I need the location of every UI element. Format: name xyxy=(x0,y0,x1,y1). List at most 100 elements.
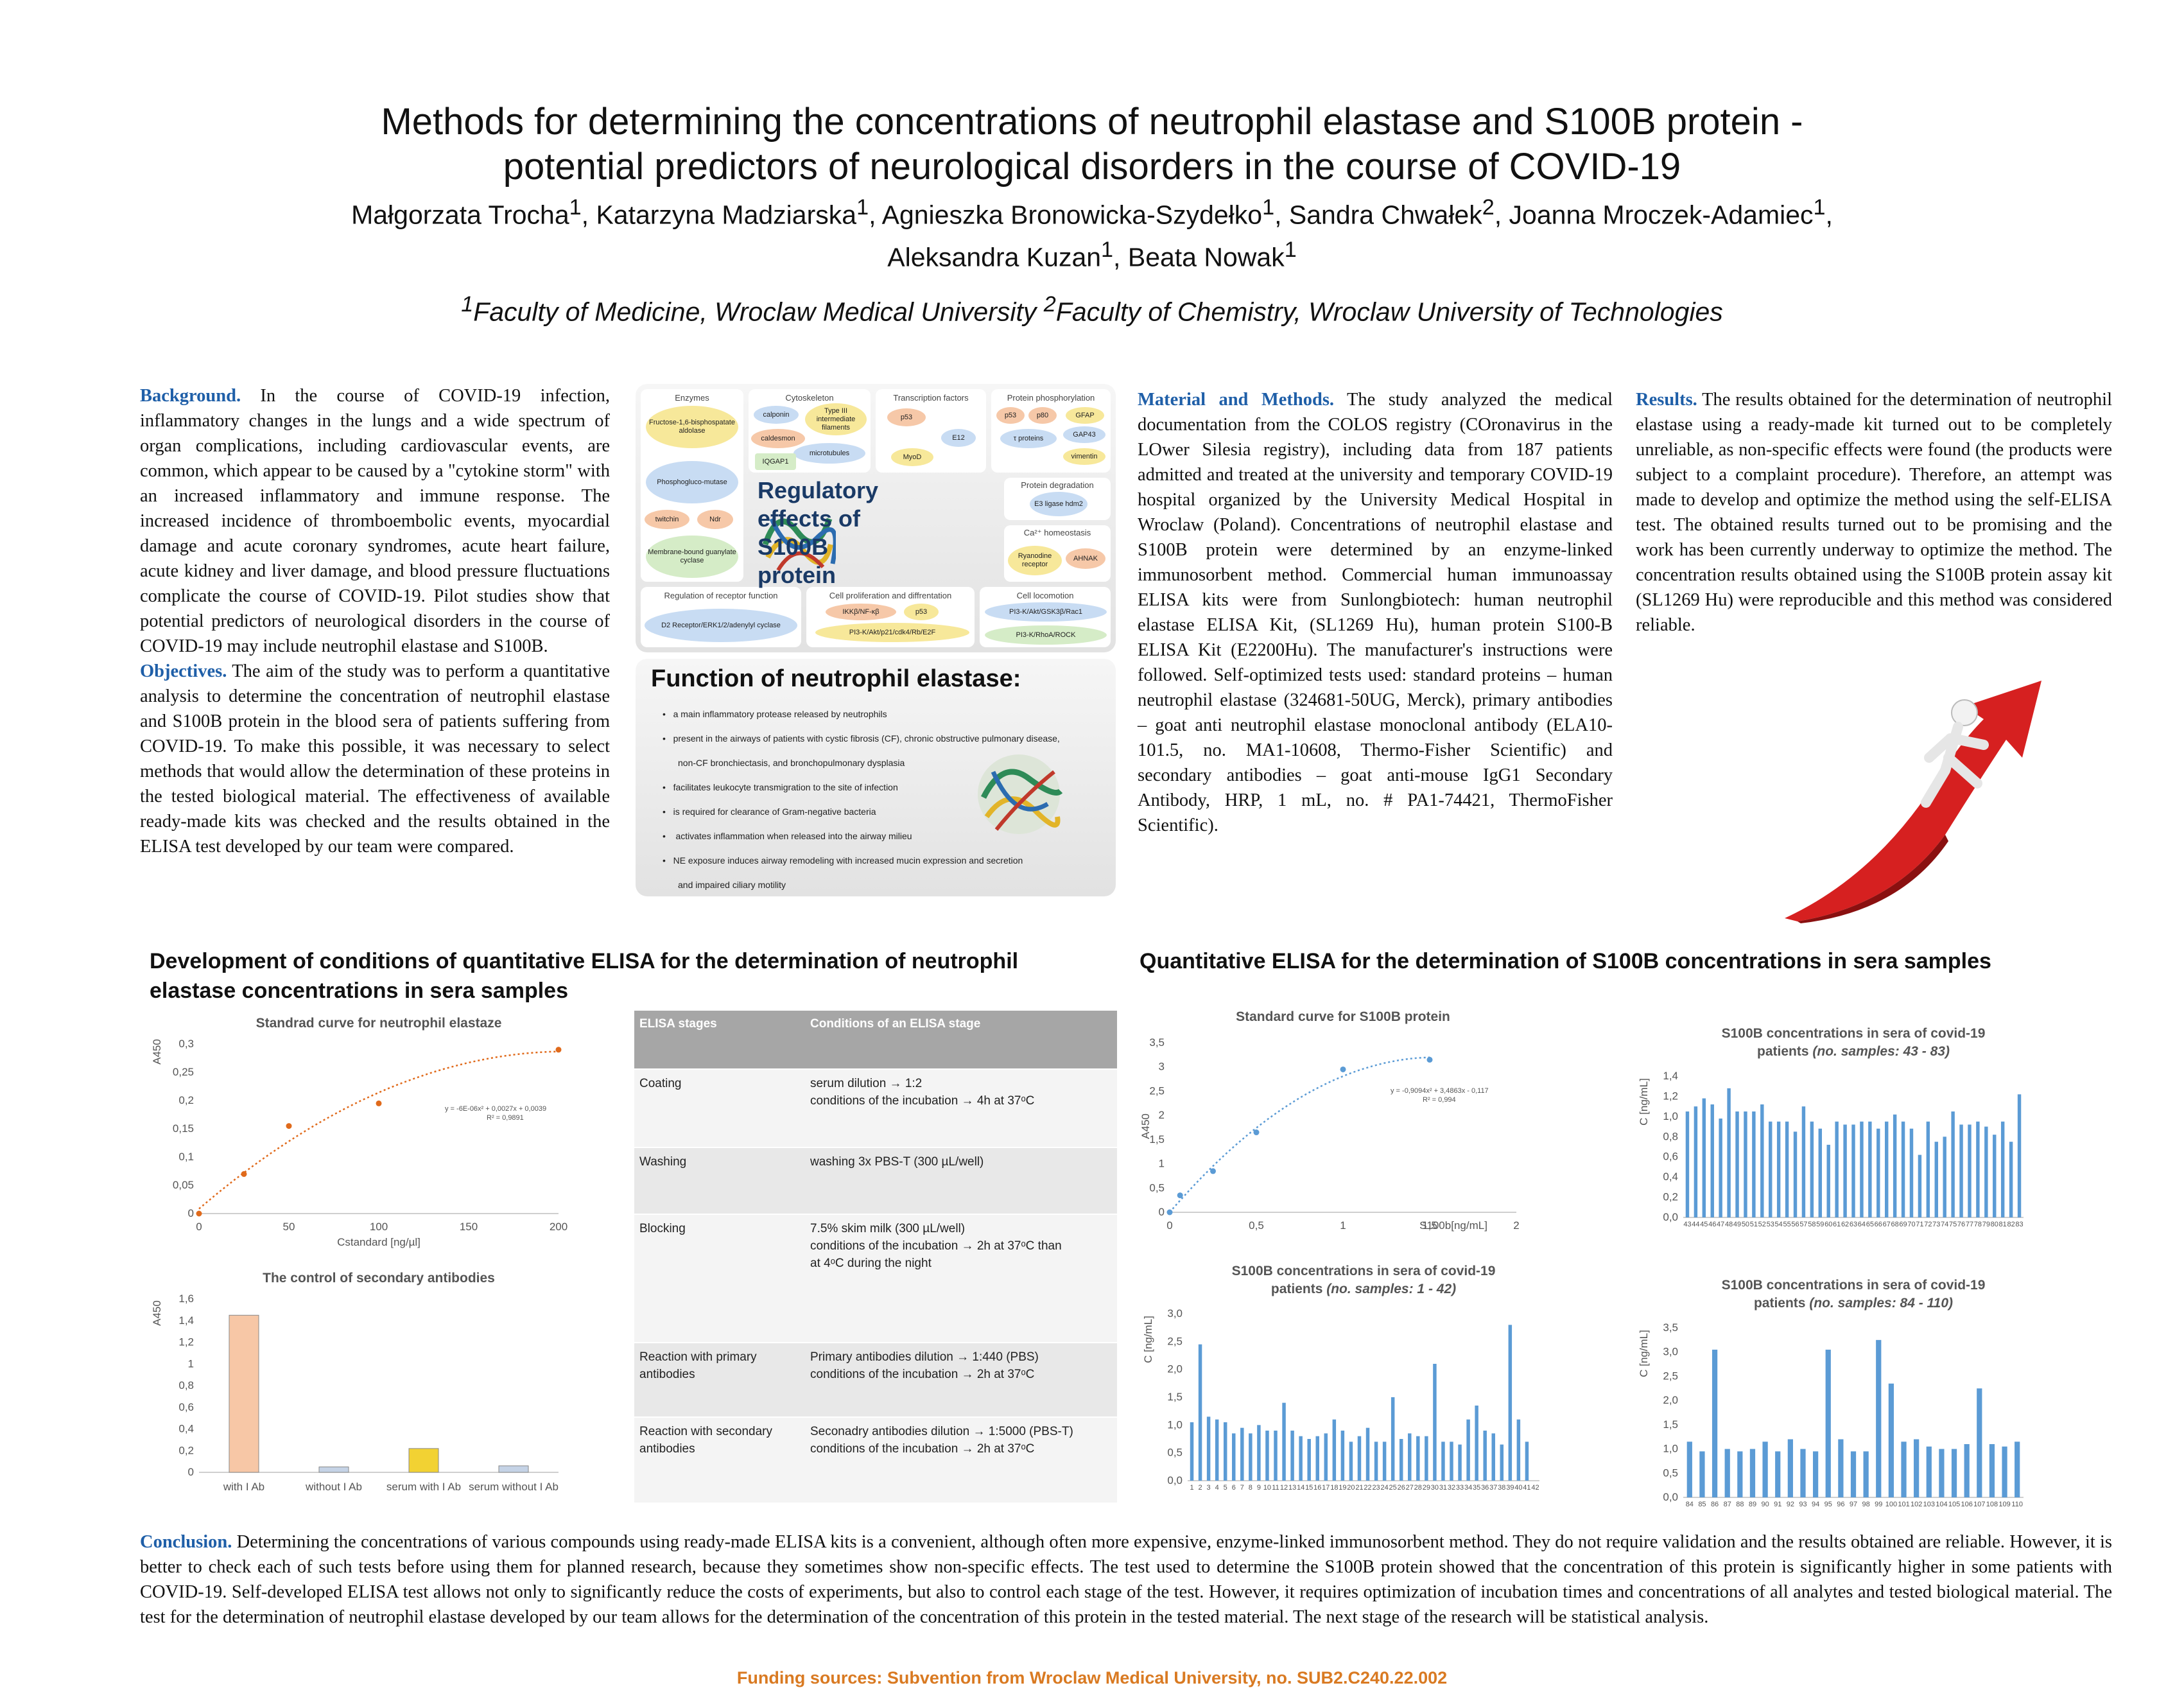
background-section: Background. In the course of COVID-19 in… xyxy=(140,383,610,859)
bar xyxy=(1901,1121,1905,1217)
bar xyxy=(1735,1111,1739,1217)
bar xyxy=(1785,1121,1789,1217)
x-tick-label: 82 xyxy=(2007,1221,2015,1228)
x-tick-label: 50 xyxy=(1742,1221,1749,1228)
bar xyxy=(1737,1451,1743,1497)
affil-sup: 2 xyxy=(1043,292,1056,317)
x-tick-label: 27 xyxy=(1406,1484,1414,1492)
pill-microtubules: microtubules xyxy=(793,443,865,464)
x-tick-label: 106 xyxy=(1961,1501,1972,1508)
pill-membrane-cyclase: Membrane-bound guanylate cyclase xyxy=(646,536,738,578)
homeostasis-label: Ca²⁺ homeostasis xyxy=(1023,528,1091,537)
degradation-label: Protein degradation xyxy=(1021,480,1094,490)
y-tick-label: 1 xyxy=(188,1357,194,1370)
bar xyxy=(1825,1349,1831,1497)
y-tick-label: 1 xyxy=(1159,1158,1165,1170)
x-tick-label: 4 xyxy=(1215,1484,1219,1492)
x-tick-label: 89 xyxy=(1749,1501,1756,1508)
bar xyxy=(1290,1431,1294,1481)
title-line-1: Methods for determining the concentratio… xyxy=(381,101,1803,143)
bar xyxy=(1943,1137,1946,1217)
bar xyxy=(2009,1142,2013,1217)
pill-ahnak: AHNAK xyxy=(1066,548,1105,569)
pill-gfap: GFAP xyxy=(1066,407,1104,424)
x-tick-label: 58 xyxy=(1808,1221,1816,1228)
methods-lead: Material and Methods. xyxy=(1138,390,1335,410)
y-tick-label: 1,5 xyxy=(1663,1418,1678,1431)
bar xyxy=(1776,1121,1781,1217)
locomotion-label: Cell locomotion xyxy=(1016,591,1074,600)
pill-caldesmon: caldesmon xyxy=(751,429,805,448)
x-tick-label: 90 xyxy=(1761,1501,1769,1508)
pill-fructose: Fructose-1,6-bisphospatate aldolase xyxy=(646,406,738,448)
bar xyxy=(1977,1388,1982,1497)
x-tick-label: 97 xyxy=(1850,1501,1857,1508)
y-tick-label: 0,0 xyxy=(1663,1491,1678,1503)
bar xyxy=(1775,1451,1781,1497)
x-tick-label: 86 xyxy=(1711,1501,1719,1508)
bar xyxy=(1349,1442,1353,1481)
chart-subtitle: patients (no. samples: 84 - 110) xyxy=(1754,1296,1953,1311)
background-lead: Background. xyxy=(140,386,241,406)
x-tick-label: 35 xyxy=(1473,1484,1480,1492)
chart-title: S100B concentrations in sera of covid-19 xyxy=(1722,1026,1986,1041)
data-point xyxy=(196,1210,202,1217)
funding-note: Funding sources: Subvention from Wroclaw… xyxy=(736,1668,1448,1687)
x-tick-label: 0 xyxy=(1166,1219,1172,1232)
y-tick-label: 1,6 xyxy=(178,1293,194,1305)
x-tick-label: 98 xyxy=(1862,1501,1870,1508)
bar xyxy=(1508,1325,1512,1481)
trendline-equation: y = -6E-06x² + 0,0027x + 0,0039 xyxy=(445,1105,546,1113)
data-point xyxy=(1253,1129,1260,1136)
bar xyxy=(1838,1439,1844,1497)
bar xyxy=(1810,1121,1814,1217)
y-tick-label: 0 xyxy=(1159,1206,1165,1218)
bar xyxy=(1374,1442,1378,1481)
table-cell-stage: Washing xyxy=(634,1147,805,1214)
x-tick-label: 43 xyxy=(1683,1221,1691,1228)
results-text: The results obtained for the determinati… xyxy=(1636,390,2112,635)
growth-arrow-image xyxy=(1785,681,2041,923)
x-tick-label: 47 xyxy=(1717,1221,1724,1228)
x-tick-label: 60 xyxy=(1824,1221,1832,1228)
data-point xyxy=(1340,1066,1346,1072)
chart-title: S100B concentrations in sera of covid-19 xyxy=(1722,1278,1986,1293)
x-tick-label: 48 xyxy=(1725,1221,1733,1228)
x-tick-label: 63 xyxy=(1850,1221,1857,1228)
bar xyxy=(229,1314,259,1473)
y-tick-label: 1,5 xyxy=(1149,1133,1165,1146)
elastase-item: and impaired ciliary motility xyxy=(678,880,786,890)
objectives-text: The aim of the study was to perform a qu… xyxy=(140,661,610,857)
y-tick-label: 3,5 xyxy=(1663,1321,1678,1334)
pill-iqgap1: IQGAP1 xyxy=(755,453,796,470)
x-tick-label: 38 xyxy=(1498,1484,1505,1492)
x-tick-label: 59 xyxy=(1816,1221,1824,1228)
bar xyxy=(1964,1444,1970,1497)
x-axis-label: Cstandard [ng/µl] xyxy=(337,1236,420,1248)
x-tick-label: 107 xyxy=(1973,1501,1985,1508)
bar xyxy=(1934,1142,1938,1217)
bar xyxy=(1984,1126,1988,1217)
x-tick-label: 54 xyxy=(1775,1221,1783,1228)
bar xyxy=(1475,1406,1478,1481)
x-tick-label: 42 xyxy=(1531,1484,1539,1492)
bar xyxy=(1391,1397,1395,1481)
conclusion-lead: Conclusion. xyxy=(140,1532,232,1552)
bar xyxy=(1851,1124,1855,1217)
bar xyxy=(1710,1104,1714,1217)
x-tick-label: 100 xyxy=(1885,1501,1897,1508)
affil-sup: 1 xyxy=(461,292,474,317)
bar xyxy=(1787,1439,1793,1497)
x-tick-label: 100 xyxy=(370,1221,388,1233)
pill-p80: p80 xyxy=(1028,407,1057,424)
bar xyxy=(1801,1106,1806,1217)
y-tick-label: 0,5 xyxy=(1149,1181,1165,1194)
y-tick-label: 1,4 xyxy=(1663,1070,1678,1082)
x-tick-label: 79 xyxy=(1982,1221,1990,1228)
bar xyxy=(1727,1088,1731,1217)
table-cell-stage: Coating xyxy=(634,1068,805,1147)
x-tick-label: 26 xyxy=(1398,1484,1405,1492)
bar xyxy=(1408,1433,1412,1481)
elastase-item: • NE exposure induces airway remodeling … xyxy=(663,855,1023,866)
x-tick-label: 72 xyxy=(1924,1221,1932,1228)
